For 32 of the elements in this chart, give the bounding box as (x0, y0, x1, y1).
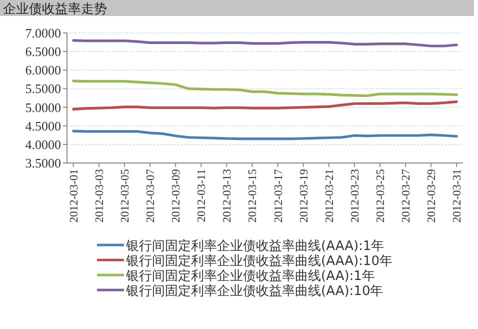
y-tick-label: 6.0000 (25, 62, 61, 78)
y-tick-label: 3.5000 (25, 156, 61, 170)
x-tick-label: 2012-03-13 (222, 168, 234, 223)
legend-label: 银行间固定利率企业债收益率曲线(AAA):10年 (125, 253, 392, 269)
x-tick-label: 2012-03-17 (272, 168, 285, 223)
y-tick-label: 5.5000 (25, 81, 61, 96)
legend-label: 银行间固定利率企业债收益率曲线(AAA):1年 (125, 238, 384, 254)
x-tick-label: 2012-03-07 (145, 168, 158, 223)
x-tick-label: 2012-03-27 (400, 168, 413, 223)
x-tick-label: 2012-03-01 (68, 168, 80, 223)
x-tick-label: 2012-03-23 (349, 168, 362, 223)
y-tick-label: 7.0000 (25, 26, 61, 40)
x-tick-label: 2012-03-21 (324, 168, 336, 223)
y-tick-label: 6.5000 (25, 44, 61, 60)
x-tick-label: 2012-03-15 (247, 168, 260, 223)
x-tick-label: 2012-03-29 (426, 168, 438, 223)
line-series (72, 80, 458, 98)
x-tick-label: 2012-03-25 (374, 168, 387, 223)
y-tick-label: 5.0000 (25, 100, 61, 115)
x-tick-label: 2012-03-03 (94, 168, 106, 223)
x-tick-label: 2012-03-11 (196, 168, 208, 222)
line-series (72, 100, 458, 110)
chart-title: 企业债收益率走势 (3, 1, 107, 17)
x-tick-label: 2012-03-09 (170, 168, 183, 223)
y-tick-label: 4.0000 (25, 136, 61, 152)
x-tick-label: 2012-03-05 (119, 168, 132, 223)
legend-label: 银行间固定利率企业债收益率曲线(AA):10年 (125, 283, 384, 299)
legend-label: 银行间固定利率企业债收益率曲线(AA):1年 (125, 268, 375, 284)
line-series (72, 130, 458, 140)
x-tick-label: 2012-03-19 (298, 168, 310, 223)
y-tick-label: 4.5000 (25, 118, 61, 134)
x-tick-label: 2012-03-31 (452, 168, 464, 223)
